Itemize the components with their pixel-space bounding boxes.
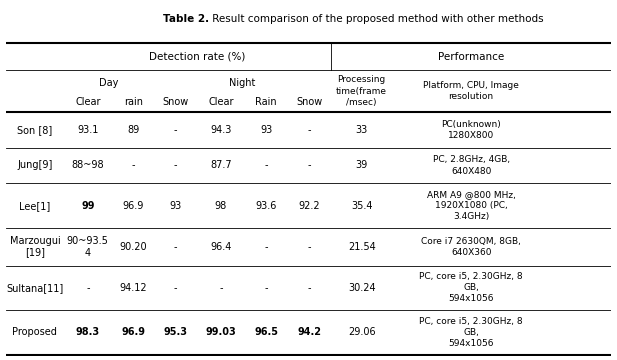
Text: 96.9: 96.9 [122,201,144,211]
Text: 99: 99 [81,201,94,211]
Text: -: - [308,125,311,135]
Text: 96.9: 96.9 [121,327,145,337]
Text: 21.54: 21.54 [348,242,376,252]
Text: 96.4: 96.4 [210,242,231,252]
Text: -: - [86,283,89,293]
Text: -: - [174,161,177,171]
Text: 99.03: 99.03 [205,327,236,337]
Text: Snow: Snow [296,97,323,107]
Text: 95.3: 95.3 [164,327,188,337]
Text: PC(unknown)
1280X800: PC(unknown) 1280X800 [441,120,501,140]
Text: 98: 98 [215,201,227,211]
Text: Sultana[11]: Sultana[11] [6,283,64,293]
Text: Detection rate (%): Detection rate (%) [149,52,246,62]
Text: PC, core i5, 2.30GHz, 8
GB,
594x1056: PC, core i5, 2.30GHz, 8 GB, 594x1056 [420,272,523,303]
Text: 88~98: 88~98 [72,161,104,171]
Text: -: - [174,125,177,135]
Text: PC, core i5, 2.30GHz, 8
GB,
594x1056: PC, core i5, 2.30GHz, 8 GB, 594x1056 [420,317,523,348]
Text: Day: Day [99,78,118,88]
Text: Son [8]: Son [8] [17,125,52,135]
Text: -: - [308,161,311,171]
Text: Marzougui
[19]: Marzougui [19] [9,236,60,257]
Text: -: - [219,283,223,293]
Text: Result comparison of the proposed method with other methods: Result comparison of the proposed method… [209,14,544,24]
Text: 94.3: 94.3 [210,125,231,135]
Text: 39: 39 [355,161,368,171]
Text: rain: rain [123,97,143,107]
Text: 93.1: 93.1 [77,125,99,135]
Text: 93: 93 [260,125,272,135]
Text: Table 2.: Table 2. [164,14,209,24]
Text: 90.20: 90.20 [119,242,147,252]
Text: 29.06: 29.06 [348,327,376,337]
Text: 35.4: 35.4 [351,201,373,211]
Text: -: - [265,242,268,252]
Text: -: - [308,242,311,252]
Text: 98.3: 98.3 [76,327,100,337]
Text: 93: 93 [169,201,181,211]
Text: Rain: Rain [255,97,277,107]
Text: 30.24: 30.24 [348,283,376,293]
Text: 90~93.5
4: 90~93.5 4 [67,236,109,257]
Text: -: - [174,283,177,293]
Text: Performance: Performance [438,52,504,62]
Text: 94.2: 94.2 [297,327,321,337]
Text: 33: 33 [355,125,368,135]
Text: Platform, CPU, Image
resolution: Platform, CPU, Image resolution [423,81,519,101]
Text: 92.2: 92.2 [299,201,320,211]
Text: Lee[1]: Lee[1] [19,201,51,211]
Text: 89: 89 [127,125,139,135]
Text: Table 2. Result comparison of the proposed method with other methods: Table 2. Result comparison of the propos… [121,14,496,24]
Text: 87.7: 87.7 [210,161,231,171]
Text: Jung[9]: Jung[9] [17,161,52,171]
Text: -: - [308,283,311,293]
Text: -: - [131,161,135,171]
Text: 93.6: 93.6 [255,201,277,211]
Text: Night: Night [229,78,255,88]
Text: Processing
time(frame
/msec): Processing time(frame /msec) [336,75,387,107]
Text: -: - [174,242,177,252]
Text: Core i7 2630QM, 8GB,
640X360: Core i7 2630QM, 8GB, 640X360 [421,237,521,257]
Text: Clear: Clear [75,97,101,107]
Text: 94.12: 94.12 [119,283,147,293]
Text: -: - [265,283,268,293]
Text: Proposed: Proposed [12,327,57,337]
Text: 96.5: 96.5 [254,327,278,337]
Text: PC, 2.8GHz, 4GB,
640X480: PC, 2.8GHz, 4GB, 640X480 [433,156,510,176]
Text: Snow: Snow [162,97,189,107]
Text: ARM A9 @800 MHz,
1920X1080 (PC,
3.4GHz): ARM A9 @800 MHz, 1920X1080 (PC, 3.4GHz) [427,190,516,221]
Text: Clear: Clear [208,97,234,107]
Text: -: - [265,161,268,171]
